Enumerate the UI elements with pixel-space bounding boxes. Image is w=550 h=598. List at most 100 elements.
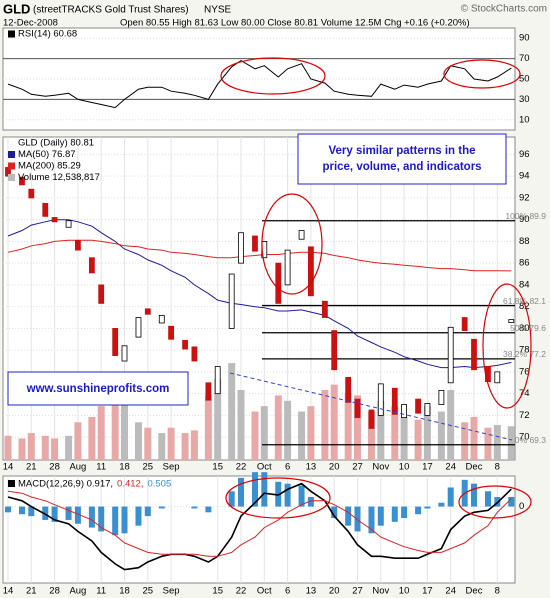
histogram-bar <box>112 506 119 536</box>
x-tick-label: 11 <box>96 586 106 597</box>
x-tick-label: 24 <box>445 586 456 597</box>
volume-bar <box>134 422 142 460</box>
candle <box>331 330 338 371</box>
highlight-ellipse <box>443 59 521 89</box>
histogram-bar <box>238 477 244 507</box>
volume-bar <box>344 392 352 460</box>
x-tick-label: 6 <box>285 586 290 597</box>
volume-bar <box>181 433 189 460</box>
histogram-bar <box>261 472 268 507</box>
histogram-bar <box>51 506 58 522</box>
candle <box>377 383 384 416</box>
x-tick-label: Aug <box>69 586 86 597</box>
fib-label: 38.2% 77.2 <box>503 349 546 359</box>
candle <box>354 398 361 418</box>
histogram-bar <box>415 506 422 515</box>
y-tick-label: 78 <box>519 345 530 356</box>
histogram-bar <box>307 497 314 507</box>
legend-swatch <box>8 480 15 487</box>
candle <box>401 404 408 418</box>
histogram-bar <box>28 506 35 517</box>
candle <box>112 328 119 356</box>
histogram-bar <box>18 506 25 515</box>
x-tick-label: 27 <box>352 462 363 473</box>
candle <box>88 257 95 274</box>
histogram-bar <box>98 506 105 532</box>
rsi-line <box>7 60 512 109</box>
candle <box>415 398 421 414</box>
exchange: NYSE <box>204 5 232 16</box>
volume-bar <box>484 427 492 460</box>
y-tick-label: 76 <box>519 366 530 377</box>
histogram-bar <box>121 506 128 534</box>
candle <box>252 235 258 252</box>
y-tick-label: 96 <box>519 149 530 160</box>
watermark: www.sunshineprofits.com <box>26 383 170 395</box>
legend-label: 0.412, <box>117 479 143 490</box>
volume-bar <box>88 416 96 460</box>
candle <box>275 262 282 304</box>
y-tick-label: 0 <box>519 501 524 512</box>
volume-bar <box>507 426 515 460</box>
y-tick-label: 50 <box>519 74 530 85</box>
x-tick-label: 28 <box>49 586 60 597</box>
quote: Open 80.55 High 81.63 Low 80.00 Close 80… <box>120 18 470 29</box>
volume-bar <box>274 395 282 460</box>
candle <box>494 371 501 384</box>
candle <box>298 230 305 240</box>
histogram-bar <box>438 502 445 507</box>
histogram-bar <box>377 506 384 526</box>
histogram-bar <box>284 483 291 507</box>
y-tick-label: 92 <box>519 192 530 203</box>
x-tick-label: 20 <box>329 586 340 597</box>
x-tick-label: 27 <box>352 586 363 597</box>
volume-bar <box>354 395 361 460</box>
candle <box>51 217 58 223</box>
volume-bar <box>437 411 445 460</box>
x-tick-label: 14 <box>3 462 14 473</box>
volume-bar <box>493 425 501 460</box>
histogram-bar <box>251 472 258 507</box>
candle <box>65 220 72 228</box>
x-tick-label: 17 <box>422 462 433 473</box>
y-tick-label: 84 <box>519 279 530 290</box>
histogram-bar <box>298 485 305 507</box>
x-tick-label: 15 <box>212 586 223 597</box>
volume-bar <box>167 427 175 460</box>
volume-bar <box>237 390 245 460</box>
legend-label: MA(50) 76.87 <box>18 149 76 160</box>
x-tick-label: 11 <box>96 462 106 473</box>
candle <box>228 273 235 329</box>
legend-label: RSI(14) 60.68 <box>18 29 77 40</box>
legend-label: GLD (Daily) 80.81 <box>18 138 94 149</box>
volume-bar <box>400 416 408 460</box>
candle <box>461 317 468 331</box>
volume-bar <box>158 433 166 460</box>
x-tick-label: 10 <box>399 462 410 473</box>
volume-bar <box>65 435 73 460</box>
x-tick-label: 10 <box>399 586 410 597</box>
legend-label: Volume 12,538,817 <box>18 172 100 183</box>
legend-label: MACD(12,26,9) 0.917, <box>18 479 113 490</box>
y-tick-label: 90 <box>519 214 530 225</box>
histogram-bar <box>275 481 282 507</box>
volume-bar <box>251 411 259 460</box>
histogram-bar <box>368 506 375 534</box>
x-tick-label: 13 <box>306 586 317 597</box>
volume-bar <box>461 422 469 460</box>
highlight-ellipse <box>225 477 331 519</box>
volume-bar <box>298 411 306 460</box>
annotation-box <box>297 133 507 185</box>
histogram-bar <box>42 506 49 520</box>
x-tick-label: 6 <box>285 462 290 473</box>
histogram-bar <box>471 483 477 507</box>
y-tick-label: 90 <box>519 33 530 44</box>
volume-bar <box>97 406 105 460</box>
candle <box>158 314 165 324</box>
volume-bar <box>51 438 59 460</box>
legend-label: 0.505 <box>147 479 171 490</box>
macd-line <box>7 490 512 557</box>
x-tick-label: 8 <box>495 462 500 473</box>
moving-average <box>7 239 512 272</box>
